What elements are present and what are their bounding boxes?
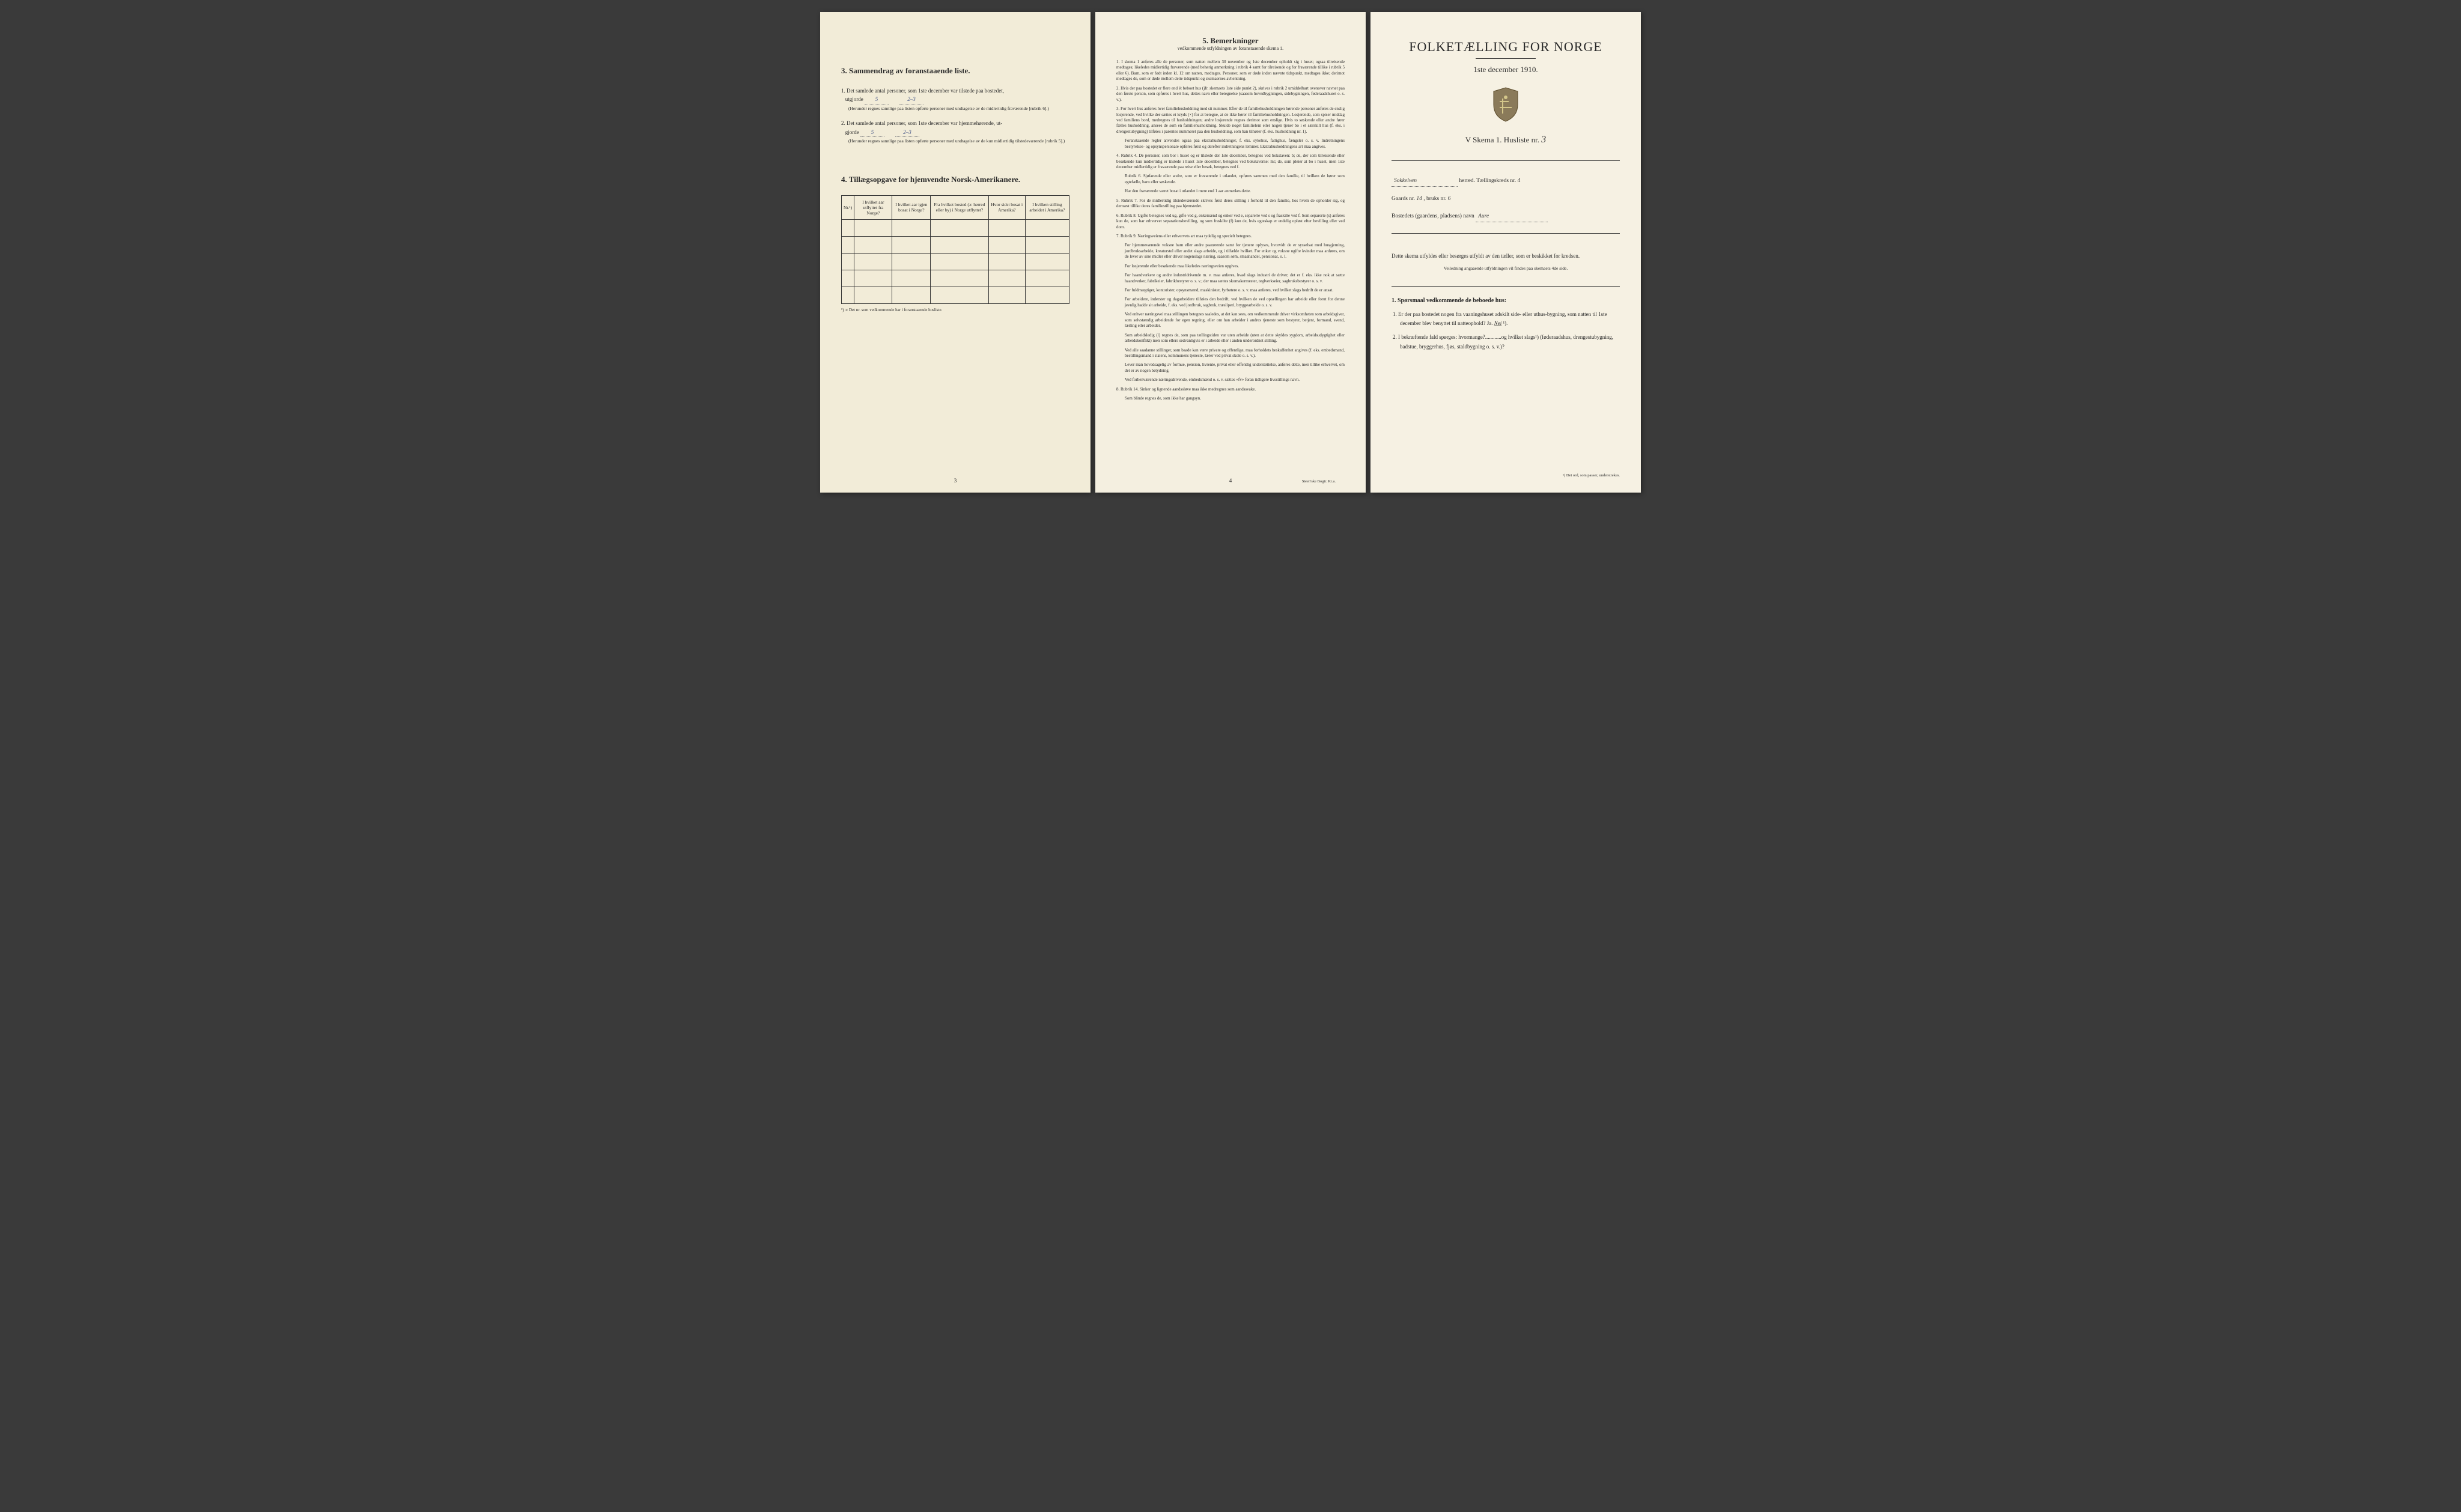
bruks-label: , bruks nr. [1423, 196, 1446, 202]
instruction-small: Veiledning angaaende utfyldningen vil fi… [1392, 266, 1620, 271]
remark-item: For fuldmægtiger, kontorister, opsynsmæn… [1125, 288, 1345, 293]
remark-item: Ved alle saadanne stillinger, som baade … [1125, 348, 1345, 359]
remark-item: Rubrik 6. Sjøfarende eller andre, som er… [1125, 174, 1345, 185]
remark-item: 7. Rubrik 9. Næringsveiens eller erhverv… [1116, 234, 1345, 239]
remark-item: 6. Rubrik 8. Ugifte betegnes ved ug, gif… [1116, 213, 1345, 230]
page-left: 3. Sammendrag av foranstaaende liste. 1.… [820, 12, 1091, 493]
remark-item: Ved forhenværende næringsdrivende, embed… [1125, 377, 1345, 383]
remark-item: Foranstaaende regler anvendes ogsaa paa … [1125, 138, 1345, 150]
mid-rule [1392, 233, 1620, 234]
kreds-nr: 4 [1518, 178, 1521, 184]
remark-item: Ved enhver næringsvei maa stillingen bet… [1125, 312, 1345, 329]
remark-item: 4. Rubrik 4. De personer, som bor i huse… [1116, 153, 1345, 170]
gaards-label: Gaards nr. [1392, 196, 1415, 202]
q2: 2. I bekræftende fald spørges: hvormange… [1400, 333, 1620, 351]
bottom-footnote: ¹) Det ord, som passer, understrekes. [1563, 473, 1620, 478]
th-amerika: Hvor sidst bosat i Amerika? [988, 195, 1025, 219]
remark-item: 3. For hvert hus anføres hver familiehus… [1116, 106, 1345, 135]
table-row [842, 219, 1069, 236]
page-num-4: 4 [1229, 478, 1232, 484]
section5-subhead: vedkommende utfyldningen av foranstaaend… [1116, 46, 1345, 51]
remark-item: For haandverkere og andre industridriven… [1125, 273, 1345, 284]
instruction: Dette skema utfyldes eller besørges utfy… [1392, 252, 1620, 260]
title-date: 1ste december 1910. [1392, 65, 1620, 74]
table-row [842, 270, 1069, 287]
th-bosat: I hvilket aar igjen bosat i Norge? [892, 195, 931, 219]
page-middle: 5. Bemerkninger vedkommende utfyldningen… [1095, 12, 1366, 493]
herred-label: herred. Tællingskreds nr. [1459, 178, 1516, 184]
table-row [842, 287, 1069, 303]
remark-item: Har den fraværende været bosat i utlande… [1125, 189, 1345, 194]
bruks-nr: 6 [1448, 196, 1451, 202]
main-title: FOLKETÆLLING FOR NORGE [1392, 39, 1620, 55]
table4-header-row: Nr.¹) I hvilket aar utflyttet fra Norge?… [842, 195, 1069, 219]
item1-val2: 2–3 [899, 95, 923, 104]
remark-item: Som arbeidsledig (l) regnes de, som paa … [1125, 333, 1345, 344]
remark-item: 8. Rubrik 14. Sinker og lignende aandssl… [1116, 387, 1345, 392]
th-bosted: Fra hvilket bosted (ɔ: herred eller by) … [931, 195, 989, 219]
item1-note: (Herunder regnes samtlige paa listen opf… [848, 106, 1069, 112]
remark-item: Lever man hovedsagelig av formue, pensio… [1125, 362, 1345, 374]
q-heading: 1. Spørsmaal vedkommende de beboede hus: [1392, 297, 1620, 304]
item2-note: (Herunder regnes samtlige paa listen opf… [848, 138, 1069, 145]
skema-prefix: V Skema 1. Husliste nr. [1465, 135, 1539, 144]
th-stilling: I hvilken stilling arbeidet i Amerika? [1025, 195, 1069, 219]
q1-text: 1. Er der paa bostedet nogen fra vaaning… [1393, 311, 1607, 326]
gaards-nr: 14 [1416, 196, 1422, 202]
title-rule [1476, 58, 1536, 59]
remark-item: For arbeidere, inderster og dagarbeidere… [1125, 297, 1345, 308]
section3-heading: 3. Sammendrag av foranstaaende liste. [841, 66, 1069, 76]
table4-body [842, 219, 1069, 303]
document-spread: 3. Sammendrag av foranstaaende liste. 1.… [820, 12, 1641, 493]
bosted-label: Bostedets (gaardens, pladsens) navn [1392, 213, 1474, 219]
page-num-3: 3 [954, 478, 957, 484]
remark-item: 5. Rubrik 7. For de midlertidig tilstede… [1116, 198, 1345, 210]
item2: 2. Det samlede antal personer, som 1ste … [841, 119, 1069, 144]
item2-text: 2. Det samlede antal personer, som 1ste … [841, 120, 1002, 126]
th-utflyttet: I hvilket aar utflyttet fra Norge? [854, 195, 892, 219]
bosted-line: Bostedets (gaardens, pladsens) navn Aure [1392, 211, 1620, 222]
section5-heading: 5. Bemerkninger [1116, 36, 1345, 46]
skema-rule [1392, 160, 1620, 161]
item1-utgjorde: utgjorde [845, 96, 863, 102]
table-row [842, 236, 1069, 253]
remark-item: For losjerende eller besøkende maa likel… [1125, 264, 1345, 269]
table-row [842, 253, 1069, 270]
item1-val1: 5 [865, 95, 889, 104]
herred-val: Sokkelven [1392, 176, 1458, 187]
herred-line: Sokkelven herred. Tællingskreds nr. 4 [1392, 176, 1620, 187]
item1-text: 1. Det samlede antal personer, som 1ste … [841, 88, 1004, 94]
th-nr: Nr.¹) [842, 195, 854, 219]
remark-item: 1. I skema 1 anføres alle de personer, s… [1116, 59, 1345, 82]
item2-gjorde: gjorde [845, 129, 859, 135]
q1: 1. Er der paa bostedet nogen fra vaaning… [1400, 310, 1620, 329]
item2-val2: 2–3 [895, 128, 919, 137]
remark-item: Som blinde regnes de, som ikke har gangs… [1125, 396, 1345, 401]
item2-val1: 5 [860, 128, 884, 137]
skema-nr: 3 [1541, 135, 1546, 145]
item1: 1. Det samlede antal personer, som 1ste … [841, 87, 1069, 112]
remarks-list: 1. I skema 1 anføres alle de personer, s… [1116, 59, 1345, 402]
page-right: FOLKETÆLLING FOR NORGE 1ste december 191… [1370, 12, 1641, 493]
remark-item: For hjemmeværende voksne barn eller andr… [1125, 243, 1345, 260]
bosted-val: Aure [1476, 211, 1548, 222]
q-rule [1392, 286, 1620, 287]
remark-item: 2. Hvis der paa bostedet er flere end ét… [1116, 86, 1345, 103]
skema-line: V Skema 1. Husliste nr. 3 [1392, 135, 1620, 145]
gaards-line: Gaards nr. 14 , bruks nr. 6 [1392, 194, 1620, 204]
crest-icon [1491, 87, 1521, 123]
section4-heading: 4. Tillægsopgave for hjemvendte Norsk-Am… [841, 175, 1069, 184]
table4-footnote: ¹) ɔ: Det nr. som vedkommende har i fora… [841, 308, 1069, 312]
printer-mark: Steen'ske Bogtr. Kr.a. [1302, 479, 1336, 484]
table4: Nr.¹) I hvilket aar utflyttet fra Norge?… [841, 195, 1069, 304]
